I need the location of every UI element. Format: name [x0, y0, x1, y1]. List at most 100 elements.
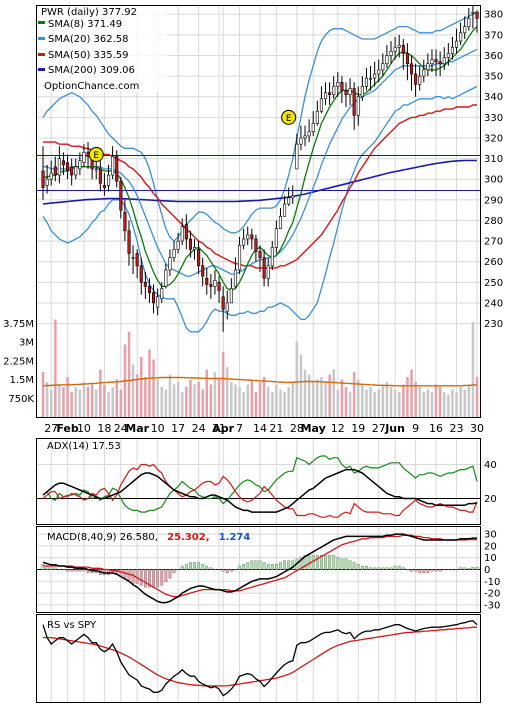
candle-body-105: [471, 11, 475, 14]
volume-bar-78: [361, 384, 364, 417]
date-label-10: Apr: [212, 422, 234, 435]
macd-histogram-bar-83: [381, 567, 385, 570]
candle-body-37: [193, 247, 197, 250]
volume-bar-69: [324, 382, 327, 417]
candle-body-39: [201, 265, 205, 277]
candle-body-60: [287, 197, 291, 205]
rs-line: [42, 620, 478, 697]
volume-bar-97: [438, 387, 442, 417]
candle-body-68: [319, 98, 324, 112]
candle-body-58: [278, 216, 283, 230]
price-tick-label-5: 330: [484, 113, 503, 124]
macd-histogram-bar-55: [266, 564, 270, 570]
macd-signal-value: 25.302,: [167, 532, 209, 543]
candle-body-1: [45, 178, 49, 186]
macd-histogram-bar-2: [49, 567, 53, 570]
volume-bar-8: [74, 387, 77, 417]
volume-bar-11: [86, 387, 90, 417]
adx-area: [37, 455, 480, 518]
macd-histogram-bar-63: [299, 556, 303, 570]
volume-bar-50: [246, 384, 249, 417]
candle-body-66: [311, 123, 315, 132]
date-label-5: Mar: [125, 422, 149, 435]
price-tick-label-12: 260: [484, 257, 503, 268]
price-tick-label-15: 230: [484, 319, 503, 330]
macd-histogram-bar-98: [442, 569, 446, 571]
adx-tick-label-0: 40: [484, 460, 497, 471]
candle-body-62: [295, 143, 299, 170]
macd-histogram-bar-85: [389, 567, 393, 570]
candle-body-38: [197, 249, 201, 267]
volume-bar-88: [402, 384, 405, 417]
macd-histogram-bar-80: [369, 567, 372, 570]
axis-labels: 3803703603503403303203103002902802702602…: [3, 10, 503, 612]
candle-body-74: [344, 90, 348, 95]
candle-body-15: [102, 185, 106, 188]
date-label-3: 18: [97, 422, 111, 435]
price-title: PWR (daily) 377.92: [41, 7, 137, 18]
candle-body-80: [368, 77, 373, 80]
macd-histogram-bar-93: [422, 569, 426, 574]
macd-histogram-bar-71: [332, 555, 336, 570]
candle-body-2: [49, 172, 53, 180]
date-label-21: 16: [429, 422, 443, 435]
macd-histogram-bar-69: [324, 555, 327, 570]
volume-bar-35: [185, 387, 188, 417]
volume-bar-82: [377, 389, 380, 417]
candle-body-41: [209, 284, 213, 287]
volume-bar-31: [168, 374, 172, 417]
volume-bar-90: [410, 369, 413, 417]
candle-body-61: [291, 195, 295, 199]
candle-body-106: [475, 11, 479, 19]
macd-histogram-bar-78: [360, 565, 364, 570]
date-label-16: 12: [331, 422, 345, 435]
volume-bar-6: [66, 377, 69, 417]
macd-tick-label-6: -30: [484, 600, 500, 611]
macd-title: MACD(8,40,9) 26.580, 25.302, 1.274: [47, 532, 250, 543]
macd-histogram-bar-45: [225, 569, 229, 574]
macd-histogram-bar-51: [250, 560, 254, 570]
price-tick-label-4: 340: [484, 92, 503, 103]
volume-bar-74: [344, 387, 348, 417]
volume-bar-98: [443, 392, 446, 417]
volume-bar-52: [254, 392, 258, 417]
volume-bar-0: [41, 372, 45, 417]
adx-title: ADX(14) 17.53: [47, 441, 121, 452]
volume-bar-91: [414, 382, 417, 417]
volume-bar-101: [455, 392, 458, 417]
macd-histogram-bar-68: [320, 555, 323, 570]
candle-body-57: [274, 228, 278, 248]
candle-body-59: [282, 203, 287, 217]
candle-body-64: [303, 135, 307, 139]
candle-body-69: [323, 92, 328, 100]
candle-body-28: [156, 296, 160, 308]
macd-histogram-bar-30: [164, 569, 168, 583]
date-label-2: 10: [77, 422, 91, 435]
volume-tick-label-2: 2.25M: [3, 356, 34, 367]
volume-bar-71: [332, 369, 335, 417]
price-area: EE: [37, 6, 480, 333]
macd-histogram-bar-34: [180, 565, 184, 570]
date-label-12: 14: [253, 422, 267, 435]
candle-body-42: [213, 279, 217, 287]
candle-body-65: [307, 131, 311, 137]
volume-bar-32: [172, 384, 176, 417]
macd-histogram-bar-47: [234, 569, 237, 571]
candle-body-18: [115, 156, 119, 182]
macd-histogram-bar-8: [74, 569, 78, 572]
volume-tick-label-4: 750K: [8, 394, 34, 405]
macd-histogram-bar-106: [475, 567, 479, 570]
macd-histogram-bar-74: [344, 558, 348, 570]
volume-bar-48: [238, 387, 241, 417]
candle-body-19: [119, 181, 123, 211]
price-tick-label-14: 240: [484, 298, 503, 309]
volume-bar-49: [242, 392, 245, 417]
macd-histogram-bar-40: [205, 565, 209, 570]
macd-histogram-bar-59: [283, 560, 286, 570]
macd-histogram-bar-26: [148, 569, 151, 588]
volume-bar-13: [95, 389, 98, 417]
candle-body-72: [336, 82, 340, 87]
date-label-7: 17: [171, 422, 185, 435]
date-label-15: May: [301, 422, 326, 435]
volume-bar-37: [193, 384, 196, 417]
